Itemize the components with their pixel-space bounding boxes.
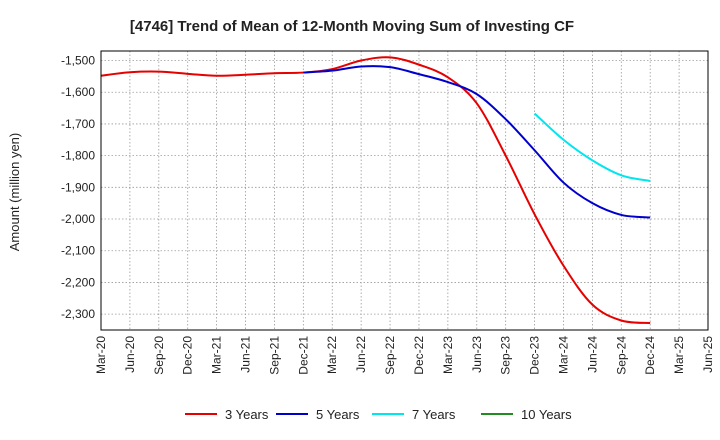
x-tick-label: Mar-22	[325, 336, 339, 374]
x-tick-label: Dec-23	[528, 336, 542, 375]
y-tick-label: -1,900	[61, 180, 95, 194]
y-tick-label: -1,800	[61, 149, 95, 163]
x-tick-label: Jun-22	[354, 336, 368, 373]
series-line-3-years	[100, 56, 651, 325]
x-tick-label: Sep-20	[152, 336, 166, 375]
x-tick-label: Mar-21	[210, 336, 224, 374]
y-tick-label: -2,200	[61, 275, 95, 289]
x-tick-label: Jun-21	[239, 336, 253, 373]
y-tick-label: -2,000	[61, 212, 95, 226]
chart-title: [4746] Trend of Mean of 12-Month Moving …	[130, 18, 574, 35]
x-tick-label: Mar-20	[94, 336, 108, 374]
legend: 3 Years 5 Years 7 Years 10 Years	[185, 407, 572, 422]
x-tick-label: Jun-23	[470, 336, 484, 373]
grid-lines	[100, 51, 709, 330]
legend-label: 3 Years	[225, 407, 269, 422]
x-tick-label: Dec-22	[412, 336, 426, 375]
x-tick-label: Mar-25	[672, 336, 686, 374]
series-line-5-years	[303, 65, 651, 219]
legend-label: 10 Years	[521, 407, 572, 422]
y-tick-label: -2,100	[61, 244, 95, 258]
legend-label: 5 Years	[316, 407, 360, 422]
y-axis-label: Amount (million yen)	[7, 133, 22, 252]
series-lines	[100, 56, 651, 325]
y-tick-label: -1,700	[61, 117, 95, 131]
x-tick-label: Sep-23	[499, 336, 513, 375]
plot-area-frame	[100, 50, 709, 331]
x-tick-label: Dec-21	[296, 336, 310, 375]
x-tick-labels: Mar-20 Jun-20 Sep-20 Dec-20 Mar-21 Jun-21 Sep-…	[94, 336, 715, 375]
x-tick-label: Jun-20	[123, 336, 137, 373]
x-tick-label: Jun-25	[701, 336, 715, 373]
x-tick-label: Dec-20	[181, 336, 195, 375]
x-tick-label: Dec-24	[643, 336, 657, 375]
y-tick-label: -2,300	[61, 307, 95, 321]
x-tick-label: Mar-23	[441, 336, 455, 374]
legend-label: 7 Years	[412, 407, 456, 422]
y-tick-label: -1,500	[61, 54, 95, 68]
x-tick-label: Mar-24	[556, 336, 570, 374]
x-tick-label: Sep-22	[383, 336, 397, 375]
x-tick-label: Sep-24	[614, 336, 628, 375]
x-tick-label: Jun-24	[585, 336, 599, 373]
series-line-7-years	[533, 112, 651, 182]
y-tick-label: -1,600	[61, 85, 95, 99]
x-tick-label: Sep-21	[267, 336, 281, 375]
y-tick-labels: -1,500 -1,600 -1,700 -1,800 -1,900 -2,000 -2,1…	[61, 54, 95, 322]
